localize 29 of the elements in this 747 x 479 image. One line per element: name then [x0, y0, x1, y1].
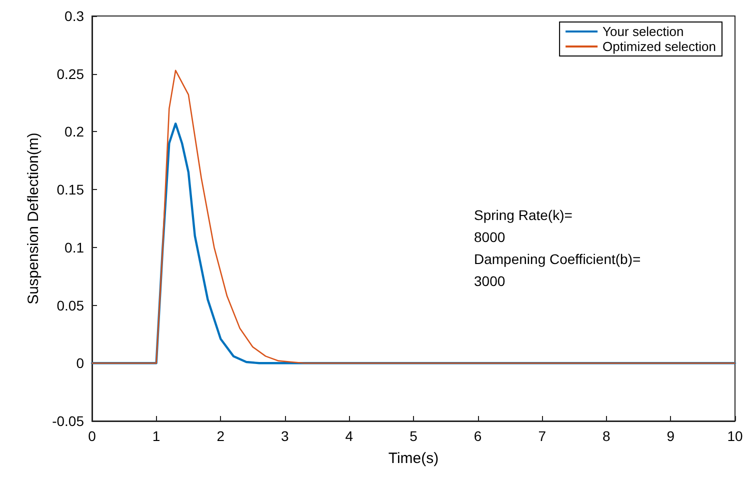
annotation: Spring Rate(k)= [474, 207, 572, 223]
line-series [91, 70, 736, 364]
x-tick-label: 8 [602, 428, 610, 444]
annotation: Dampening Coefficient(b)= [474, 251, 641, 267]
x-tick-label: 2 [216, 428, 225, 444]
x-tick-label: 0 [88, 428, 96, 444]
y-tick-label: 0.25 [56, 66, 84, 82]
legend-label: Optimized selection [602, 39, 716, 54]
x-tick-label: 3 [281, 428, 289, 444]
x-tick-label: 4 [345, 428, 354, 444]
x-tick-label: 6 [474, 428, 482, 444]
x-axis-title: Time(s) [388, 450, 439, 467]
y-tick-label: 0.3 [64, 8, 84, 24]
legend-label: Your selection [602, 24, 684, 39]
x-tick-label: 1 [152, 428, 160, 444]
y-tick-label: 0 [76, 355, 84, 372]
y-axis-title: Suspension Deflection(m) [25, 132, 42, 304]
annotation: 8000 [474, 229, 506, 245]
annotation: 3000 [474, 273, 506, 289]
y-tick-label: 0.15 [56, 182, 84, 198]
line-series [90, 122, 736, 364]
y-tick-label: 0.05 [56, 297, 84, 314]
y-tick-label: -0.05 [52, 413, 84, 429]
x-tick-label: 9 [666, 428, 675, 444]
x-tick-label: 5 [410, 428, 418, 444]
x-tick-label: 10 [727, 428, 743, 444]
y-tick-label: 0.1 [64, 239, 84, 256]
y-tick-label: 0.2 [64, 124, 84, 140]
x-tick-label: 7 [538, 428, 546, 444]
